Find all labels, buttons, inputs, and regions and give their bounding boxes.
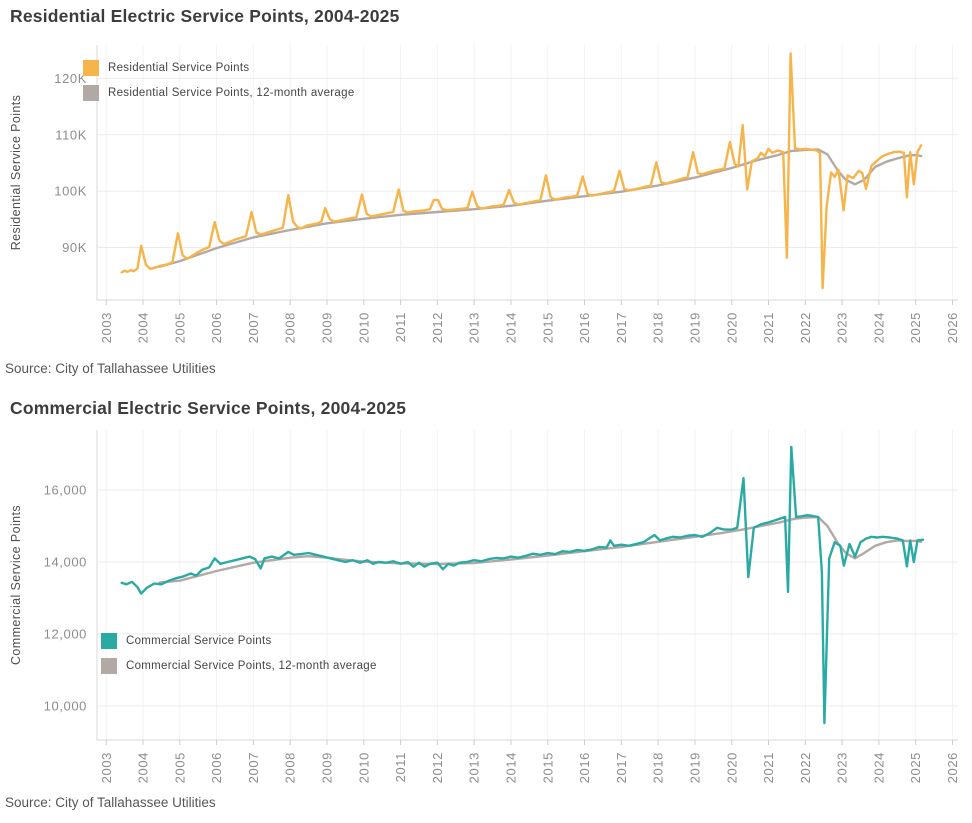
x-tick-label: 2015 xyxy=(540,752,555,783)
series-line xyxy=(158,148,923,268)
y-axis-title: Commercial Service Points xyxy=(9,505,23,665)
x-tick-label: 2016 xyxy=(577,312,592,343)
x-tick-label: 2007 xyxy=(246,752,261,783)
x-tick-label: 2021 xyxy=(761,752,776,783)
x-tick-label: 2017 xyxy=(614,752,629,783)
legend-swatch xyxy=(83,85,99,101)
x-tick-label: 2018 xyxy=(651,312,666,343)
x-tick-label: 2014 xyxy=(503,752,518,783)
y-tick-label: 14,000 xyxy=(44,555,87,570)
x-tick-label: 2017 xyxy=(614,312,629,343)
x-tick-label: 2004 xyxy=(136,312,151,343)
y-tick-label: 12,000 xyxy=(44,626,87,641)
x-tick-label: 2010 xyxy=(356,312,371,343)
y-tick-label: 10,000 xyxy=(44,698,87,713)
x-tick-label: 2020 xyxy=(724,312,739,343)
legend-item-commercial-12mo-average[interactable]: Commercial Service Points, 12-month aver… xyxy=(101,658,377,674)
x-tick-label: 2023 xyxy=(835,752,850,783)
source-note-residential: Source: City of Tallahassee Utilities xyxy=(5,361,216,376)
legend-swatch xyxy=(83,60,99,76)
y-tick-label: 100K xyxy=(54,184,87,199)
x-tick-label: 2005 xyxy=(172,752,187,783)
y-tick-label: 16,000 xyxy=(44,483,87,498)
x-tick-label: 2026 xyxy=(945,752,960,783)
x-tick-label: 2011 xyxy=(393,752,408,782)
series-line xyxy=(120,445,925,725)
legend-swatch xyxy=(101,658,117,674)
x-tick-label: 2023 xyxy=(835,312,850,343)
x-tick-label: 2004 xyxy=(136,752,151,783)
x-tick-label: 2019 xyxy=(687,752,702,783)
y-tick-label: 90K xyxy=(62,240,87,255)
x-tick-label: 2022 xyxy=(798,752,813,783)
x-tick-label: 2011 xyxy=(393,312,408,342)
x-tick-label: 2006 xyxy=(209,752,224,783)
x-tick-label: 2024 xyxy=(871,752,886,783)
commercial-chart-canvas: 10,000 12,000 14,000 16,000 2003 2004 2005 2006… xyxy=(9,430,960,783)
series-line xyxy=(158,515,923,584)
x-tick-label: 2005 xyxy=(172,312,187,343)
y-tick-label: 110K xyxy=(55,127,87,142)
x-tick-label: 2016 xyxy=(577,752,592,783)
x-tick-label: 2018 xyxy=(651,752,666,783)
residential-legend: Residential Service Points Residential S… xyxy=(83,60,355,101)
legend-label: Commercial Service Points xyxy=(126,635,272,647)
x-tick-label: 2024 xyxy=(871,312,886,343)
y-axis-title: Residential Service Points xyxy=(9,95,23,251)
x-tick-label: 2021 xyxy=(761,312,776,343)
chart-title-commercial: Commercial Electric Service Points, 2004… xyxy=(10,398,407,418)
x-tick-label: 2026 xyxy=(945,312,960,343)
legend-label: Residential Service Points xyxy=(108,62,250,74)
x-tick-label: 2012 xyxy=(430,752,445,783)
x-tick-label: 2009 xyxy=(320,312,335,343)
legend-label: Commercial Service Points, 12-month aver… xyxy=(126,660,377,672)
x-tick-label: 2010 xyxy=(356,752,371,783)
y-tick-label: 120K xyxy=(54,71,87,86)
x-tick-label: 2019 xyxy=(687,312,702,343)
x-tick-label: 2013 xyxy=(467,752,482,783)
x-tick-label: 2008 xyxy=(283,752,298,783)
legend-item-residential-service-points[interactable]: Residential Service Points xyxy=(83,60,355,76)
legend-swatch xyxy=(101,633,117,649)
x-tick-label: 2003 xyxy=(99,752,114,783)
residential-chart-canvas: 90K 100K 110K 120K 2003 2004 2005 2006 2007 2008 2… xyxy=(9,45,960,343)
series-line xyxy=(120,52,923,290)
chart-title-residential: Residential Electric Service Points, 200… xyxy=(10,6,400,26)
x-tick-label: 2006 xyxy=(209,312,224,343)
x-tick-label: 2009 xyxy=(320,752,335,783)
x-tick-label: 2003 xyxy=(99,312,114,343)
x-tick-label: 2008 xyxy=(283,312,298,343)
x-tick-label: 2015 xyxy=(540,312,555,343)
x-tick-label: 2013 xyxy=(467,312,482,343)
x-tick-label: 2012 xyxy=(430,312,445,343)
legend-label: Residential Service Points, 12-month ave… xyxy=(108,87,355,99)
x-tick-label: 2020 xyxy=(724,752,739,783)
x-tick-label: 2022 xyxy=(798,312,813,343)
legend-item-residential-12mo-average[interactable]: Residential Service Points, 12-month ave… xyxy=(83,85,355,101)
x-tick-label: 2025 xyxy=(908,312,923,343)
legend-item-commercial-service-points[interactable]: Commercial Service Points xyxy=(101,633,377,649)
x-tick-label: 2025 xyxy=(908,752,923,783)
x-tick-label: 2007 xyxy=(246,312,261,343)
x-tick-label: 2014 xyxy=(503,312,518,343)
commercial-legend: Commercial Service Points Commercial Ser… xyxy=(101,633,377,674)
source-note-commercial: Source: City of Tallahassee Utilities xyxy=(5,795,216,810)
